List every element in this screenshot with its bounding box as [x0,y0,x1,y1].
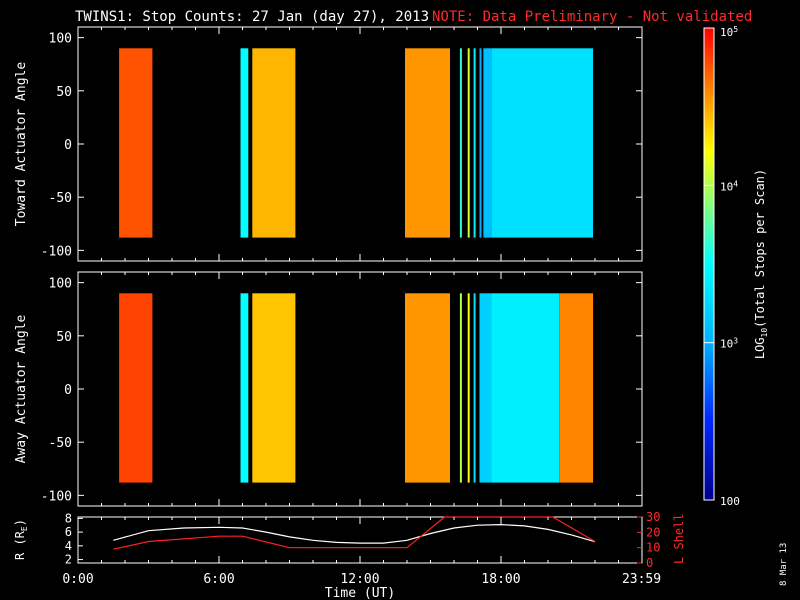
y-tick-label: 50 [56,330,72,345]
data-block-0 [119,293,153,483]
x-axis-label: Time (UT) [325,586,395,600]
y-tick-label: -50 [49,191,72,206]
away-y-axis: 100 50 0 -50 -100 [41,277,642,504]
y-tick-label: 100 [49,32,72,47]
r-tick-label: 4 [65,539,72,553]
colorbar-ticks: 100 103 104 105 [704,25,740,508]
r-tick-label: 8 [65,511,72,525]
toward-y-axis: 100 50 0 -50 -100 [41,32,642,259]
away-angle-label: Away Actuator Angle [14,314,29,463]
y-tick-label: 0 [64,383,72,398]
colorbar-tick-label: 104 [720,179,738,193]
colorbar [703,27,715,501]
data-block-1 [240,48,249,238]
lshell-tick-label: 30 [646,510,660,524]
data-block-9 [559,293,594,483]
data-block-7 [479,48,482,238]
data-block-2 [252,48,296,238]
chart-title: TWINS1: Stop Counts: 27 Jan (day 27), 20… [75,9,429,25]
data-block-6 [473,48,476,238]
generated-date: 8 Mar 13 [779,543,789,586]
data-block-8 [483,48,492,238]
colorbar-tick-label: 100 [720,495,740,508]
r-axis-label: R (RE) [13,519,29,560]
x-tick-label: 0:00 [62,572,93,587]
data-block-2 [252,293,296,483]
data-block-3 [405,48,450,238]
toward-heatmap [119,48,593,238]
y-tick-label: 100 [49,277,72,292]
y-tick-label: -100 [41,244,72,259]
data-block-8 [491,293,560,483]
data-block-0 [119,48,153,238]
y-tick-label: -50 [49,436,72,451]
r-tick-label: 2 [65,553,72,567]
data-block-4 [459,293,462,483]
data-block-1 [240,293,249,483]
time-axis: 0:00 6:00 12:00 18:00 23:59 [62,27,661,587]
colorbar-tick-label: 103 [720,337,738,351]
x-tick-label: 18:00 [481,572,520,587]
data-block-7 [479,293,492,483]
away-heatmap [119,293,594,483]
colorbar-tick-label: 105 [720,25,738,39]
data-block-5 [467,48,470,238]
y-tick-label: -100 [41,489,72,504]
y-tick-label: 50 [56,85,72,100]
r-series-line [113,523,596,544]
data-block-5 [467,293,470,483]
lshell-tick-label: 0 [646,556,653,570]
lshell-tick-label: 10 [646,541,660,555]
r-tick-label: 6 [65,525,72,539]
preliminary-note: NOTE: Data Preliminary - Not validated [432,9,752,25]
lshell-axis-label: L Shell [672,513,686,564]
colorbar-label: LOG10(Total Stops per Scan) [753,169,769,359]
lshell-series-line [113,516,596,550]
data-block-6 [473,293,476,483]
x-tick-label: 6:00 [203,572,234,587]
toward-angle-label: Toward Actuator Angle [14,62,29,227]
x-tick-label: 23:59 [622,572,661,587]
data-block-3 [405,293,450,483]
x-tick-label: 12:00 [340,572,379,587]
data-block-9 [491,48,593,238]
y-tick-label: 0 [64,138,72,153]
lshell-tick-label: 20 [646,525,660,539]
data-block-4 [459,48,462,238]
